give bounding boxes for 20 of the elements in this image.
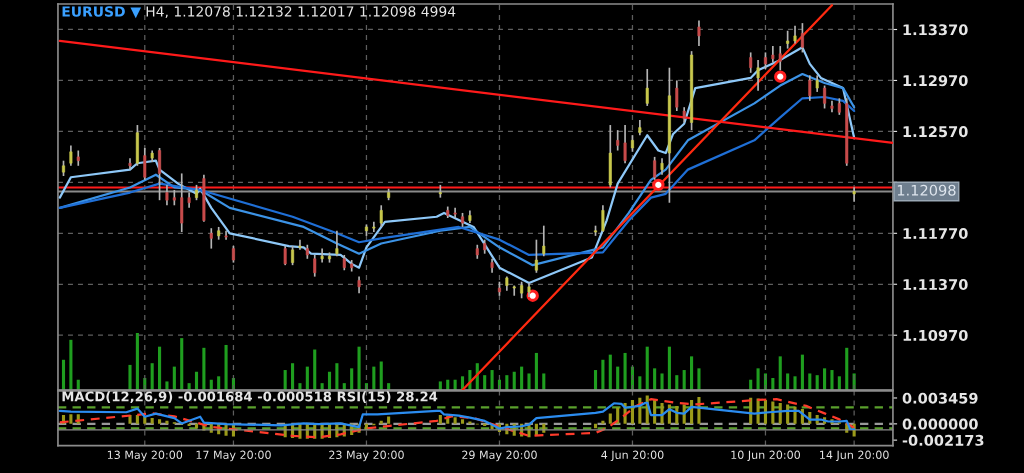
y-tick-label: -0.002173 — [902, 434, 984, 446]
y-tick-label: 0.003459 — [902, 392, 978, 404]
y-tick-label: 1.12970 — [903, 75, 968, 87]
x-tick-label: 10 Jun 20:00 — [731, 450, 801, 462]
y-tick-label: 1.13370 — [903, 24, 968, 36]
y-tick-label: 1.12570 — [903, 126, 968, 138]
chart-subtitle: H4, 1.12078 1.12132 1.12017 1.12098 4994 — [146, 6, 456, 19]
chart-title: EURUSD ▼ — [62, 6, 142, 19]
y-tick-label: 1.10970 — [903, 329, 968, 341]
x-tick-label: 23 May 20:00 — [329, 450, 404, 462]
y-tick-label: 0.000000 — [902, 418, 978, 430]
x-tick-label: 13 May 20:00 — [107, 450, 183, 462]
x-tick-label: 17 May 20:00 — [196, 450, 271, 462]
chart-title: MACD(12,26,9) -0.001684 -0.000518 RSI(15) 28.24 — [62, 391, 438, 404]
y-tick-label: 1.11770 — [903, 228, 968, 240]
x-tick-label: 29 May 20:00 — [462, 450, 537, 462]
y-tick-label: 1.11370 — [903, 278, 968, 291]
ref-line-label: 1.12098 — [897, 184, 956, 196]
x-tick-label: 4 Jun 20:00 — [601, 450, 664, 462]
x-tick-label: 14 Jun 20:00 — [820, 450, 889, 462]
